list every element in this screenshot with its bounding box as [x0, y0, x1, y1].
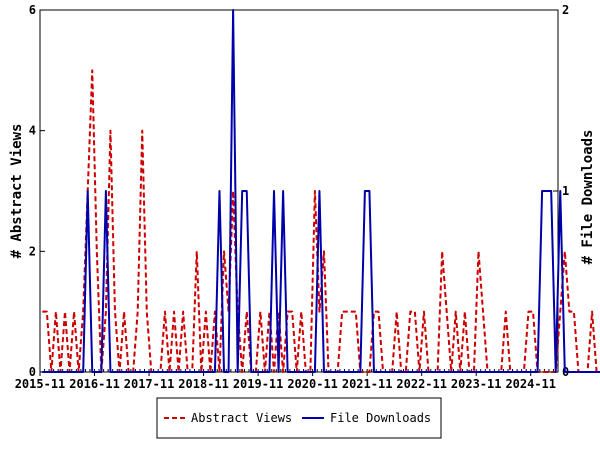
x-tick-label: 2020-11	[287, 377, 338, 391]
legend-box	[156, 397, 442, 439]
legend-label-file-downloads: File Downloads	[330, 411, 431, 425]
y-right-tick-label: 1	[562, 184, 569, 198]
x-tick-label: 2016-11	[69, 377, 120, 391]
x-tick-label: 2018-11	[178, 377, 229, 391]
series-line-file-downloads	[42, 9, 600, 373]
y-right-tick-label: 2	[562, 3, 569, 17]
x-tick-label: 2022-11	[396, 377, 447, 391]
left-axis-title: # Abstract Views	[9, 124, 25, 259]
x-tick-label: 2021-11	[342, 377, 393, 391]
legend-label-abstract-views: Abstract Views	[191, 411, 292, 425]
x-tick-label: 2017-11	[124, 377, 175, 391]
ticks-layer: 2015-11 2016-11 2017-11 2018-11 2019-11 2020-…	[15, 3, 570, 391]
y-left-tick-label: 4	[29, 124, 36, 138]
legend: Abstract Views File Downloads	[156, 397, 442, 439]
x-tick-label: 2019-11	[233, 377, 284, 391]
y-left-tick-label: 0	[29, 365, 36, 379]
y-left-tick-label: 2	[29, 244, 36, 258]
series-layer	[42, 9, 600, 373]
right-axis-title: # File Downloads	[580, 130, 596, 265]
x-tick-label: 2023-11	[451, 377, 502, 391]
y-left-tick-label: 6	[29, 3, 36, 17]
x-tick-label: 2015-11	[15, 377, 66, 391]
x-tick-label: 2024-11	[505, 377, 556, 391]
plot-area	[39, 9, 559, 373]
